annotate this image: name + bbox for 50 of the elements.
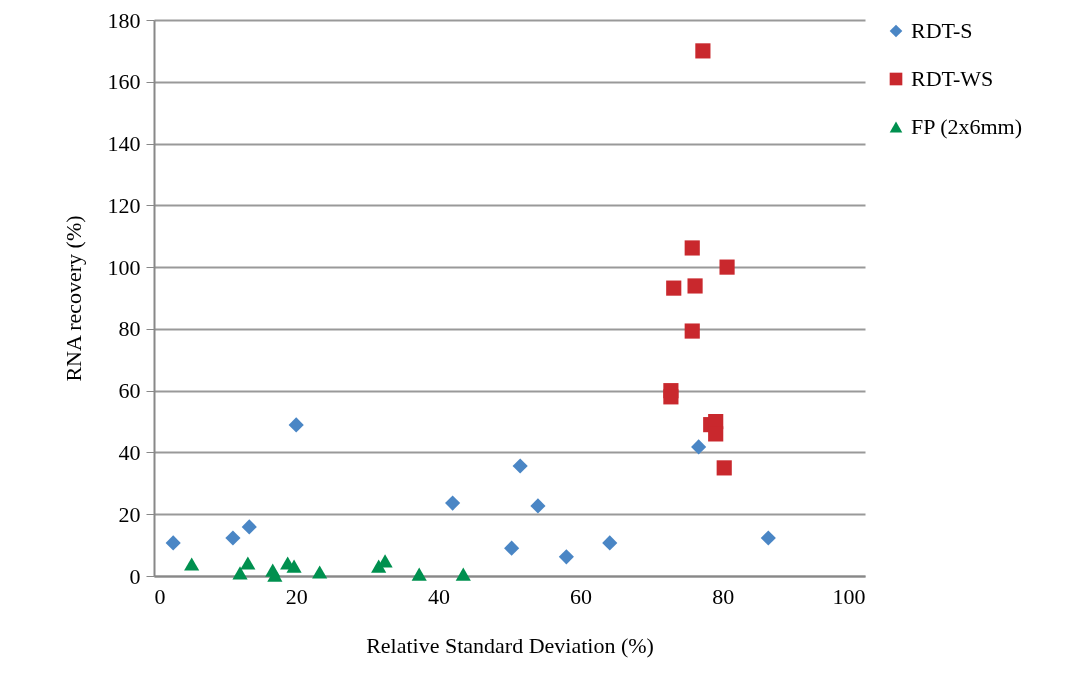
y-tick-label: 120	[107, 192, 141, 218]
point	[241, 519, 257, 535]
legend-label: RDT-WS	[911, 66, 994, 91]
x-tick-label: 100	[832, 583, 866, 609]
point	[504, 540, 520, 556]
point	[225, 530, 241, 546]
point	[165, 535, 181, 551]
y-tick-label: 80	[118, 316, 141, 342]
x-tick-label: 40	[427, 583, 450, 609]
y-tick-label: 160	[107, 69, 141, 95]
y-tick-label: 20	[118, 501, 141, 527]
point	[411, 567, 427, 581]
y-tick-label: 60	[118, 378, 141, 404]
point	[286, 559, 302, 573]
point	[530, 498, 546, 514]
point	[716, 460, 732, 476]
point	[232, 566, 248, 580]
y-tick-label: 0	[129, 563, 141, 589]
point	[512, 458, 528, 474]
point	[687, 278, 703, 294]
y-axis-title: RNA recovery (%)	[60, 215, 86, 382]
point	[719, 259, 735, 275]
y-tick-label: 40	[118, 439, 141, 465]
point	[695, 43, 711, 59]
point	[684, 240, 700, 256]
point	[708, 426, 724, 442]
legend-label: RDT-S	[911, 18, 973, 43]
y-tick-label: 180	[107, 7, 141, 33]
point	[240, 556, 256, 570]
x-tick-label: 80	[712, 583, 735, 609]
point	[445, 495, 461, 511]
x-tick-label: 0	[154, 583, 166, 609]
y-tick-label: 100	[107, 254, 141, 280]
point	[760, 530, 776, 546]
legend-label: FP (2x6mm)	[911, 114, 1023, 139]
x-axis-title: Relative Standard Deviation (%)	[366, 632, 654, 658]
point	[558, 549, 574, 565]
point	[267, 568, 283, 582]
y-tick-label: 140	[107, 131, 141, 157]
point	[455, 567, 471, 581]
point	[602, 535, 618, 551]
point	[666, 280, 682, 296]
point	[684, 323, 700, 339]
point	[663, 389, 679, 405]
point	[691, 439, 707, 455]
point	[184, 557, 200, 571]
x-tick-label: 60	[570, 583, 593, 609]
x-tick-label: 20	[285, 583, 308, 609]
point	[288, 417, 304, 433]
point	[312, 565, 328, 579]
